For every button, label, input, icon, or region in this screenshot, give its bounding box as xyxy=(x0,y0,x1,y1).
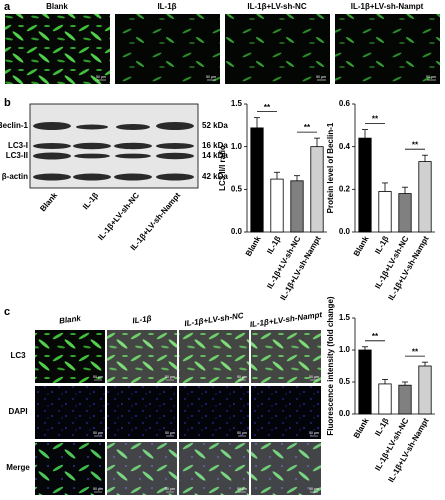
significance-label: ** xyxy=(412,347,419,356)
y-tick-label: 0.5 xyxy=(231,184,243,193)
panel-label: a xyxy=(4,1,11,13)
blot-size-label: 52 kDa xyxy=(202,121,228,130)
y-axis-label: Protein level of Beclin-1 xyxy=(326,122,335,213)
scale-label: 50 μm xyxy=(237,375,247,379)
image-label: IL-1β xyxy=(157,2,176,11)
y-tick-label: 1.0 xyxy=(231,142,243,151)
significance-label: ** xyxy=(264,103,271,112)
micrograph xyxy=(35,442,105,495)
micrograph xyxy=(115,14,220,84)
column-label: IL-1β+LV-sh-Nampt xyxy=(249,310,323,329)
y-tick-label: 1.0 xyxy=(339,345,351,354)
bar xyxy=(378,383,392,415)
x-tick-label: Blank xyxy=(352,416,371,440)
scale-label: 50 μm xyxy=(309,431,319,435)
y-tick-label: 0.6 xyxy=(339,99,351,108)
y-tick-label: 1.5 xyxy=(231,99,243,108)
bar xyxy=(358,137,372,233)
blot-size-label: 16 kDa xyxy=(202,141,228,150)
scale-label: 50 μm xyxy=(93,431,103,435)
significance-label: ** xyxy=(412,140,419,149)
micrograph xyxy=(251,442,321,495)
column-label: Blank xyxy=(59,314,82,326)
x-tick-label: Blank xyxy=(352,234,371,258)
lane-label: IL-1β xyxy=(81,191,100,212)
x-tick-label: IL-1β xyxy=(373,416,390,437)
row-label: LC3 xyxy=(10,351,26,360)
bar xyxy=(398,384,412,415)
blot-row-label: β-actin xyxy=(2,172,28,181)
y-tick-label: 0.0 xyxy=(339,409,351,418)
x-tick-label: IL-1β xyxy=(265,234,282,255)
image-label: Blank xyxy=(46,2,68,11)
row-label: Merge xyxy=(6,463,30,472)
panel-label: b xyxy=(4,97,11,109)
image-label: IL-1β+LV-sh-Nampt xyxy=(351,2,424,11)
x-tick-label: IL-1β xyxy=(373,234,390,255)
y-tick-label: 0.0 xyxy=(339,227,351,236)
blot-size-label: 42 kDa xyxy=(202,172,228,181)
scale-label: 50 μm xyxy=(316,75,326,79)
bar xyxy=(378,191,392,233)
significance-label: ** xyxy=(372,332,379,341)
micrograph xyxy=(225,14,330,84)
scale-label: 50 μm xyxy=(93,487,103,491)
scale-label: 50 μm xyxy=(237,431,247,435)
micrograph xyxy=(179,330,249,383)
y-axis-label: Fluorescence intensity (fold change) xyxy=(326,296,335,435)
scale-label: 50 μm xyxy=(165,375,175,379)
blot-row-label: LC3-II xyxy=(6,151,28,160)
micrograph xyxy=(179,386,249,439)
scale-label: 50 μm xyxy=(93,375,103,379)
panel-label: c xyxy=(4,306,10,318)
blot-row-label: LC3-I xyxy=(8,141,28,150)
x-tick-label: Blank xyxy=(244,234,263,258)
micrograph xyxy=(5,14,110,84)
micrograph xyxy=(251,330,321,383)
scale-label: 50 μm xyxy=(309,487,319,491)
bar xyxy=(250,127,264,233)
micrograph xyxy=(107,386,177,439)
bar xyxy=(418,365,432,415)
bar xyxy=(310,146,324,233)
blot-row-label: Beclin-1 xyxy=(0,121,29,130)
micrograph xyxy=(179,442,249,495)
micrograph xyxy=(35,386,105,439)
blot-size-label: 14 kDa xyxy=(202,151,228,160)
scale-label: 50 μm xyxy=(237,487,247,491)
micrograph xyxy=(35,330,105,383)
y-tick-label: 1.5 xyxy=(339,313,351,322)
micrograph xyxy=(251,386,321,439)
y-tick-label: 0.0 xyxy=(231,227,243,236)
y-axis-label: LC3 II/I ratio xyxy=(218,145,227,191)
scale-label: 50 μm xyxy=(96,75,106,79)
lane-label: IL-1β+LV-sh-NC xyxy=(96,191,141,242)
scale-label: 50 μm xyxy=(165,487,175,491)
significance-label: ** xyxy=(304,123,311,132)
micrograph xyxy=(107,330,177,383)
scale-label: 50 μm xyxy=(165,431,175,435)
bar xyxy=(418,161,432,233)
scale-label: 50 μm xyxy=(309,375,319,379)
significance-label: ** xyxy=(372,115,379,124)
scale-label: 50 μm xyxy=(426,75,436,79)
scale-label: 50 μm xyxy=(206,75,216,79)
bar xyxy=(398,193,412,233)
micrograph xyxy=(335,14,440,84)
column-label: IL-1β+LV-sh-NC xyxy=(184,311,244,328)
blot-bands xyxy=(33,122,194,181)
micrograph xyxy=(107,442,177,495)
image-label: IL-1β+LV-sh-NC xyxy=(247,2,306,11)
bar xyxy=(358,349,372,415)
column-label: IL-1β xyxy=(132,314,152,326)
row-label: DAPI xyxy=(8,407,27,416)
y-tick-label: 0.5 xyxy=(339,377,351,386)
bar xyxy=(270,178,284,233)
bar xyxy=(290,180,304,233)
y-tick-label: 0.4 xyxy=(339,142,351,151)
y-tick-label: 0.2 xyxy=(339,184,351,193)
lane-label: Blank xyxy=(38,190,59,213)
